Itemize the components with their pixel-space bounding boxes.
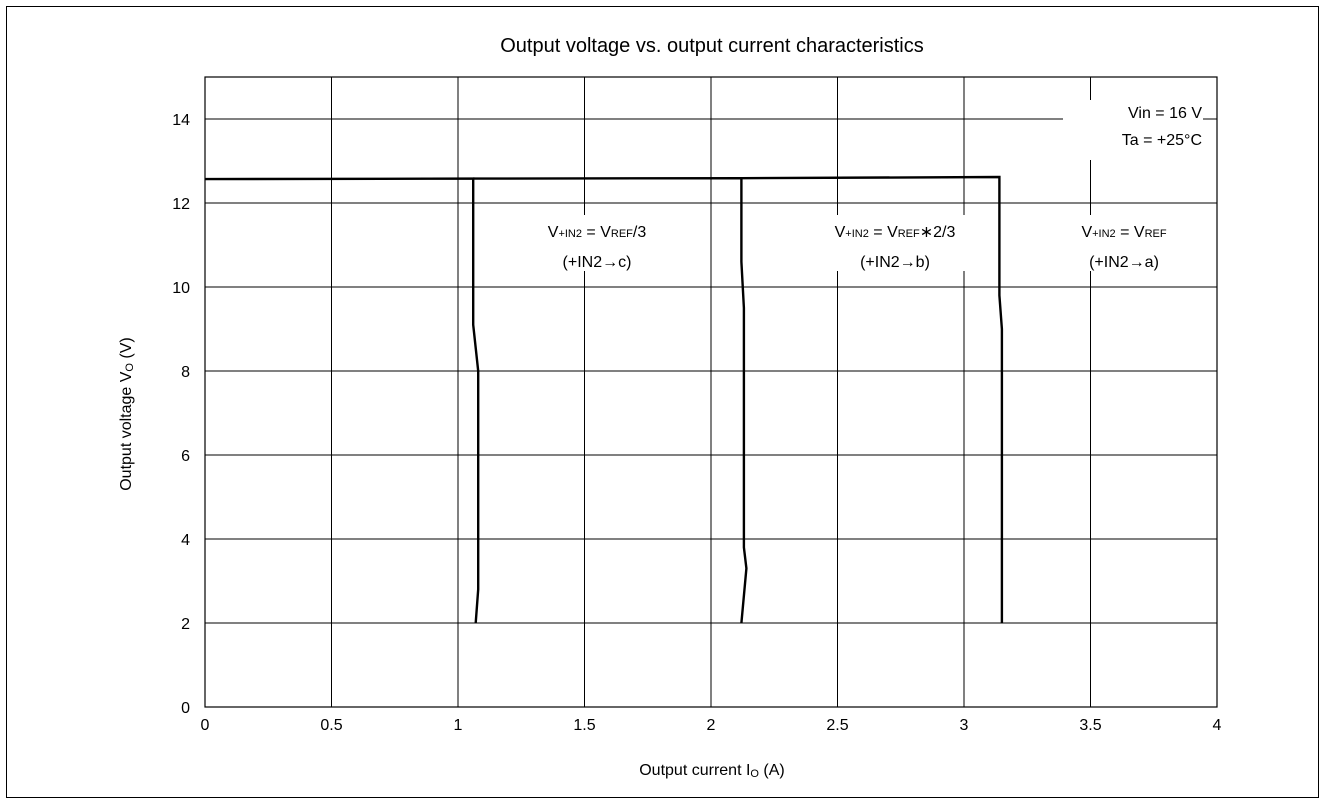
x-tick-label: 1.5 (573, 717, 595, 734)
conditions-bg (1063, 100, 1203, 160)
series-line-1 (204, 177, 480, 624)
series-mode-2: (+IN2→b) (860, 254, 930, 271)
plot-area (204, 76, 1218, 708)
chart-title: Output voltage vs. output current charac… (500, 35, 924, 57)
y-tick-label: 6 (181, 448, 190, 465)
series-lines (204, 175, 1004, 624)
x-tick-label: 2.5 (826, 717, 848, 734)
y-tick-label: 0 (181, 700, 190, 717)
series-mode-1: (+IN2→c) (563, 254, 632, 271)
x-tick-label: 0 (201, 717, 210, 734)
series-label-bg (1049, 215, 1199, 271)
series-label-1: V+IN2 = VREF/3 (548, 224, 647, 241)
series-labels: V+IN2 = VREF/3 (+IN2→c) V+IN2 = VREF∗2/3 (+… (522, 215, 1199, 271)
y-tick-label: 2 (181, 616, 190, 633)
grid (204, 77, 1218, 708)
condition-text: Vin = 16 V (1128, 105, 1202, 122)
y-tick-label: 4 (181, 532, 190, 549)
y-tick-label: 10 (172, 280, 190, 297)
x-tick-label: 0.5 (320, 717, 342, 734)
series-label-3: V+IN2 = VREF (1081, 224, 1166, 241)
y-tick-label: 14 (172, 112, 190, 129)
x-tick-label: 3 (960, 717, 969, 734)
y-tick-label: 8 (181, 364, 190, 381)
conditions-box: Vin = 16 V Ta = +25°C (1063, 100, 1203, 160)
series-label-bg (522, 215, 672, 271)
y-axis-label: Output voltage VO (V) (118, 337, 136, 491)
series-label-2: V+IN2 = VREF∗2/3 (835, 224, 956, 241)
series-line-3 (741, 175, 1004, 623)
series-label-bg (820, 215, 970, 271)
x-tick-labels: 0 0.5 1 1.5 2 2.5 3 3.5 4 (201, 717, 1222, 734)
series-mode-3: (+IN2→a) (1089, 254, 1159, 271)
y-tick-labels: 0 2 4 6 8 10 12 14 (172, 112, 190, 717)
y-tick-label: 12 (172, 196, 190, 213)
x-tick-label: 3.5 (1079, 717, 1101, 734)
x-tick-label: 1 (454, 717, 463, 734)
x-tick-label: 2 (707, 717, 716, 734)
x-tick-label: 4 (1213, 717, 1222, 734)
condition-text: Ta = +25°C (1122, 132, 1202, 149)
x-axis-label: Output current IO (A) (639, 762, 785, 780)
